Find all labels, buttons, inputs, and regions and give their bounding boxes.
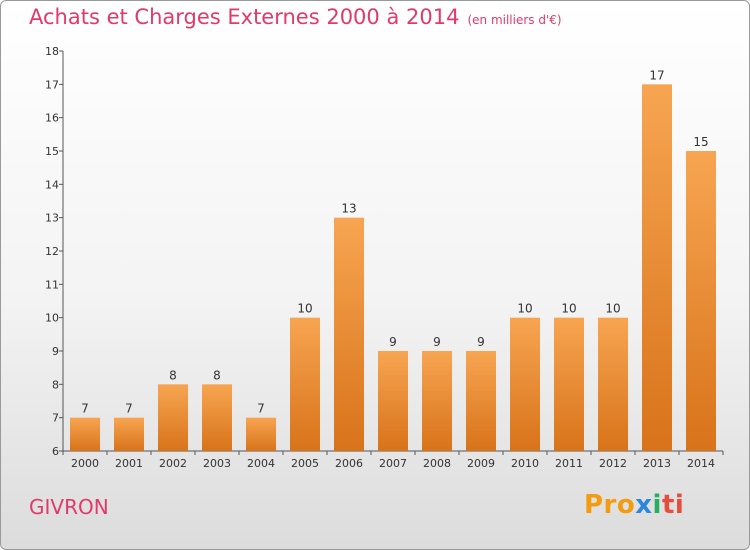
bar: [158, 384, 188, 451]
bar: [686, 151, 716, 451]
logo-part-1: Pro: [584, 490, 636, 520]
bar: [70, 417, 100, 451]
bar-value-label: 9: [477, 335, 485, 349]
y-tick-label: 6: [52, 445, 59, 458]
x-tick-label: 2000: [71, 457, 99, 470]
bar: [466, 351, 496, 451]
x-tick-label: 2006: [335, 457, 363, 470]
chart-title-line: Achats et Charges Externes 2000 à 2014 (e…: [29, 5, 562, 29]
bar-value-label: 7: [257, 402, 265, 416]
bar: [290, 317, 320, 451]
bar: [114, 417, 144, 451]
x-tick-label: 2004: [247, 457, 275, 470]
bar-value-label: 13: [341, 202, 356, 216]
logo-part-2: x: [635, 490, 653, 520]
bar: [422, 351, 452, 451]
bar-value-label: 9: [433, 335, 441, 349]
chart-subtitle: (en milliers d'€): [467, 13, 562, 27]
y-tick-label: 13: [45, 212, 59, 225]
proxiti-logo[interactable]: Proxiti: [584, 490, 684, 520]
bar-value-label: 10: [605, 302, 620, 316]
x-tick-label: 2010: [511, 457, 539, 470]
bar-value-label: 9: [389, 335, 397, 349]
bar: [642, 84, 672, 451]
y-tick-label: 18: [45, 45, 59, 58]
chart-title: Achats et Charges Externes 2000 à 2014: [29, 5, 460, 29]
y-tick-label: 16: [45, 112, 59, 125]
bar: [378, 351, 408, 451]
bar: [598, 317, 628, 451]
y-tick-label: 15: [45, 145, 59, 158]
y-tick-label: 17: [45, 78, 59, 91]
bar-value-label: 10: [561, 302, 576, 316]
x-tick-label: 2011: [555, 457, 583, 470]
x-tick-label: 2003: [203, 457, 231, 470]
bar-value-label: 10: [297, 302, 312, 316]
logo-part-3: i: [652, 490, 662, 520]
y-tick-label: 11: [45, 278, 59, 291]
y-tick-label: 12: [45, 245, 59, 258]
axes: 6 7 8 9 10 11 12 13 14 15 16 17 18 2000 2001 2002 2003 20…: [45, 45, 724, 470]
x-tick-label: 2009: [467, 457, 495, 470]
y-tick-label: 14: [45, 178, 59, 191]
y-tick-label: 8: [52, 378, 59, 391]
bar-value-label: 10: [517, 302, 532, 316]
x-tick-label: 2014: [687, 457, 715, 470]
x-tick-label: 2005: [291, 457, 319, 470]
bar: [334, 217, 364, 451]
x-tick-label: 2013: [643, 457, 671, 470]
x-tick-label: 2008: [423, 457, 451, 470]
commune-name: GIVRON: [29, 495, 109, 519]
x-tick-label: 2001: [115, 457, 143, 470]
bar: [510, 317, 540, 451]
bar-value-label: 17: [649, 68, 664, 82]
bar: [202, 384, 232, 451]
logo-part-4: ti: [661, 490, 685, 520]
bar-value-label: 7: [125, 402, 133, 416]
y-tick-label: 9: [52, 345, 59, 358]
x-tick-label: 2012: [599, 457, 627, 470]
bar: [554, 317, 584, 451]
bar-value-label: 15: [693, 135, 708, 149]
bar-value-label: 8: [169, 368, 177, 382]
bars: 7 7 8 8 7 10 13 9 9 9 10 10 10 17 15: [70, 68, 716, 451]
x-tick-label: 2007: [379, 457, 407, 470]
bar-value-label: 8: [213, 368, 221, 382]
y-tick-label: 10: [45, 312, 59, 325]
bar: [246, 417, 276, 451]
bar-value-label: 7: [81, 402, 89, 416]
y-tick-label: 7: [52, 412, 59, 425]
x-tick-label: 2002: [159, 457, 187, 470]
